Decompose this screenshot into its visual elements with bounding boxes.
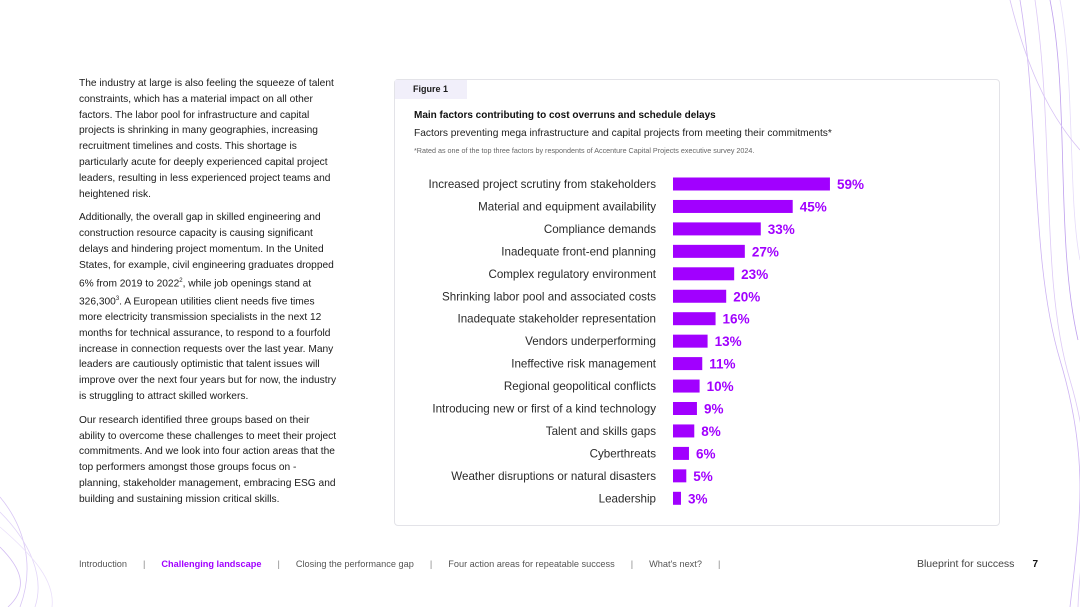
page-number: 7 [1032, 558, 1038, 570]
figure-note: *Rated as one of the top three factors b… [414, 146, 755, 155]
category-label: Regional geopolitical conflicts [504, 380, 656, 393]
category-label: Ineffective risk management [511, 358, 657, 371]
category-label: Cyberthreats [590, 447, 657, 460]
footnote-ref-2[interactable]: 2 [179, 277, 183, 284]
bar [673, 357, 703, 371]
bar [673, 491, 681, 505]
document-title: Blueprint for success [916, 558, 1015, 570]
category-label: Talent and skills gaps [546, 425, 656, 438]
category-label: Vendors underperforming [525, 335, 656, 348]
figure-title: Main factors contributing to cost overru… [414, 110, 716, 121]
bar [673, 379, 700, 393]
bar [673, 199, 793, 213]
category-label: Compliance demands [544, 223, 656, 236]
bar [673, 402, 697, 415]
category-label: Introducing new or first of a kind techn… [432, 403, 656, 416]
footer-nav: Introduction | Challenging landscape | Closi… [79, 559, 736, 569]
value-label: 59% [837, 177, 864, 192]
nav-item-what-s-next[interactable]: What's next? [649, 559, 702, 569]
footer: Introduction | Challenging landscape | Closi… [79, 558, 1038, 573]
nav-item-introduction[interactable]: Introduction [79, 559, 128, 569]
value-label: 3% [688, 491, 708, 506]
bar-chart: Increased project scrutiny from stakehol… [429, 177, 864, 506]
bar [673, 469, 687, 483]
category-label: Weather disruptions or natural disasters [451, 470, 656, 483]
value-label: 9% [704, 402, 724, 417]
category-label: Shrinking labor pool and associated cost… [442, 290, 656, 303]
value-label: 11% [709, 357, 735, 372]
nav-item-challenging-landscape[interactable]: Challenging landscape [161, 559, 262, 569]
category-label: Inadequate stakeholder representation [457, 313, 656, 326]
body-paragraph-2: Additionally, the overall gap in skilled… [79, 212, 337, 402]
value-label: 5% [693, 469, 713, 484]
figure-label: Figure 1 [395, 80, 467, 99]
value-label: 10% [707, 379, 734, 394]
nav-separator: | [143, 559, 146, 569]
nav-separator: | [429, 559, 433, 569]
bar [673, 312, 716, 326]
body-text-column: The industry at large is also feeling th… [79, 76, 337, 516]
footnote-ref-3[interactable]: 3 [115, 295, 120, 302]
nav-separator: | [277, 559, 280, 569]
nav-separator: | [630, 559, 634, 569]
decorative-lines-left [0, 496, 53, 607]
category-label: Material and equipment availability [478, 200, 656, 213]
nav-item-four-action-areas-for-repeatable-success[interactable]: Four action areas for repeatable success [448, 559, 615, 569]
value-label: 45% [800, 199, 827, 214]
bar [673, 222, 761, 236]
figure-card: Figure 1 Main factors contributing to co… [394, 79, 1000, 526]
value-label: 8% [701, 424, 721, 439]
nav-separator: | [717, 559, 721, 569]
body-paragraph-1: The industry at large is also feeling th… [79, 78, 334, 200]
bar [673, 244, 745, 258]
category-label: Complex regulatory environment [488, 268, 656, 281]
category-label: Inadequate front-end planning [501, 245, 656, 258]
figure-subtitle: Factors preventing mega infrastructure a… [414, 128, 832, 139]
category-label: Leadership [599, 492, 656, 505]
bar [673, 177, 830, 191]
value-label: 16% [723, 312, 750, 327]
bar [673, 446, 689, 460]
body-paragraph-3: Our research identified three groups bas… [79, 414, 337, 505]
nav-item-closing-the-performance-gap[interactable]: Closing the performance gap [295, 559, 414, 569]
value-label: 33% [768, 222, 795, 237]
bar [673, 334, 708, 348]
value-label: 13% [715, 334, 742, 349]
value-label: 27% [752, 244, 779, 259]
bar [673, 424, 695, 438]
bar [673, 267, 735, 281]
value-label: 6% [696, 446, 716, 461]
value-label: 20% [733, 289, 760, 304]
value-label: 23% [741, 267, 768, 282]
bar [673, 289, 727, 303]
category-label: Increased project scrutiny from stakehol… [429, 178, 657, 191]
